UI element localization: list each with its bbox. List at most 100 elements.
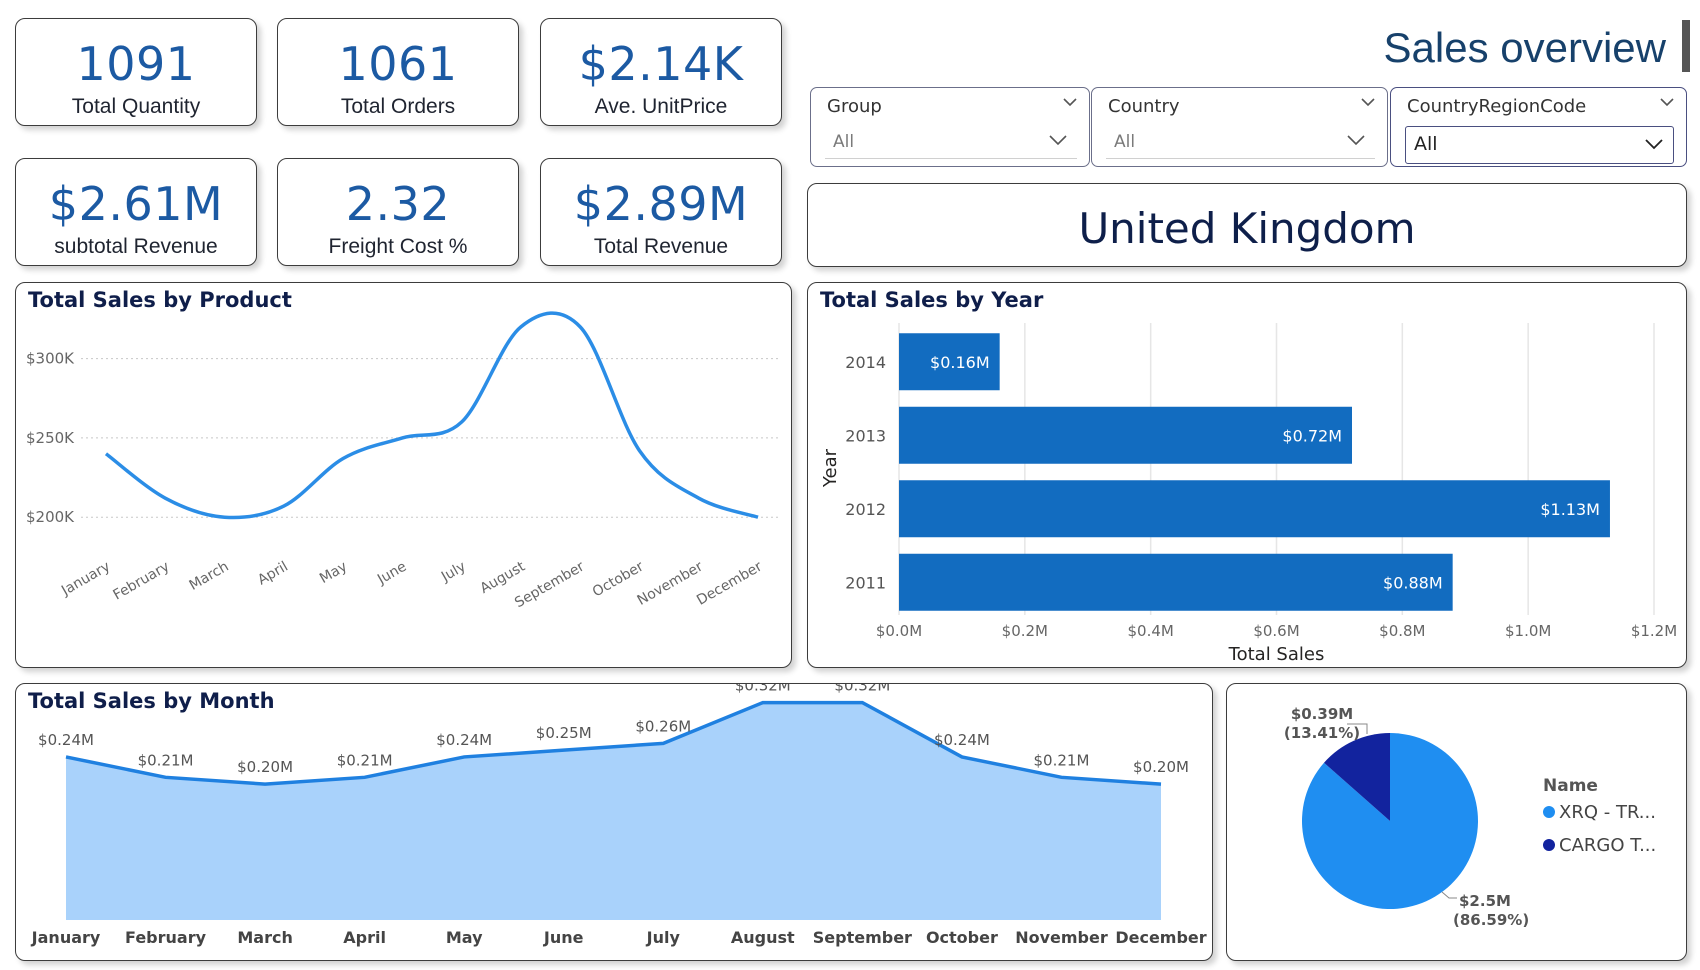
legend-item: XRQ - TR...	[1559, 802, 1656, 823]
countryregioncode-dropdown[interactable]: All	[1405, 126, 1674, 164]
x-tick-label: April	[255, 559, 291, 589]
slicer-title: Country	[1108, 96, 1180, 117]
x-tick-label: December	[1115, 928, 1206, 947]
pie-label-value: $0.39M	[1291, 705, 1353, 723]
x-tick-label: November	[635, 558, 706, 608]
kpi-label: Total Orders	[340, 95, 456, 118]
y-tick-label: $250K	[26, 429, 75, 447]
data-label: $0.21M	[138, 751, 194, 769]
x-tick-label: August	[731, 928, 795, 947]
x-tick-label: September	[813, 928, 912, 947]
x-tick-label: January	[58, 559, 113, 600]
kpi-value: 1091	[76, 37, 196, 91]
countryregioncode-slicer[interactable]: CountryRegionCode All	[1390, 87, 1687, 167]
y-axis-title: Year	[820, 448, 841, 488]
slicer-title: Group	[827, 96, 882, 117]
kpi-value: $2.14K	[578, 37, 744, 91]
group-slicer[interactable]: Group All	[810, 87, 1090, 167]
data-label: $0.16M	[930, 353, 990, 372]
x-tick-label: July	[438, 559, 469, 586]
kpi-card-freight-cost: 2.32 Freight Cost %	[277, 158, 519, 266]
kpi-label: Total Revenue	[593, 235, 729, 258]
bar	[899, 333, 1000, 391]
chevron-down-icon[interactable]	[1347, 132, 1365, 148]
x-tick-label: March	[187, 559, 232, 594]
leader-line	[1347, 723, 1368, 734]
dropdown-value: All	[1414, 133, 1438, 155]
kpi-card-subtotal-revenue: $2.61M subtotal Revenue	[15, 158, 257, 266]
legend-item: CARGO T...	[1559, 835, 1656, 856]
kpi-card-ave-unitprice: $2.14K Ave. UnitPrice	[540, 18, 782, 126]
dropdown-value: All	[1114, 132, 1136, 152]
chart-title: Total Sales by Month	[28, 689, 275, 713]
data-label: $0.21M	[337, 751, 393, 769]
sales-by-name-pie: $0.39M (13.41%) $2.5M (86.59%) Name XRQ - TR.…	[1226, 683, 1687, 961]
kpi-value: $2.61M	[48, 177, 224, 231]
kpi-label: Total Quantity	[71, 95, 201, 118]
kpi-card-total-revenue: $2.89M Total Revenue	[540, 158, 782, 266]
kpi-label: Freight Cost %	[328, 235, 468, 258]
x-tick-label: $1.0M	[1505, 622, 1551, 640]
leader-line	[1441, 891, 1457, 899]
pie-slice-cargo	[1324, 733, 1390, 821]
x-tick-label: $0.4M	[1127, 622, 1173, 640]
data-label: $0.24M	[436, 731, 492, 749]
x-tick-label: February	[125, 928, 207, 947]
group-dropdown[interactable]: All	[825, 126, 1077, 159]
x-tick-label: January	[31, 928, 101, 947]
x-tick-label: February	[111, 559, 173, 604]
y-tick-label: 2013	[845, 426, 886, 445]
bar	[899, 406, 1352, 464]
data-label: $0.32M	[834, 684, 890, 695]
data-label: $0.20M	[237, 758, 293, 776]
title-scroll-handle[interactable]	[1682, 20, 1690, 72]
data-label: $0.20M	[1133, 758, 1189, 776]
data-label: $0.21M	[1034, 751, 1090, 769]
y-tick-label: 2014	[845, 353, 886, 372]
page-title: Sales overview	[1383, 24, 1666, 71]
data-label: $0.24M	[38, 731, 94, 749]
selected-country-card: United Kingdom	[807, 183, 1687, 267]
pie-chart[interactable]: $0.39M(13.41%) $2.5M(86.59%) Name XRQ - TR.…	[1227, 684, 1685, 959]
x-tick-label: May	[446, 928, 483, 947]
area-chart[interactable]: $0.24M January $0.21M February $0.20M March $0…	[16, 684, 1211, 959]
chevron-down-icon[interactable]	[1660, 95, 1674, 109]
sales-by-month-chart: Total Sales by Month $0.24M January $0.21M…	[15, 683, 1213, 961]
data-label: $0.32M	[735, 684, 791, 695]
data-label: $1.13M	[1540, 500, 1600, 519]
data-label: $0.25M	[536, 724, 592, 742]
pie-label-value: $2.5M	[1459, 892, 1511, 910]
country-dropdown[interactable]: All	[1106, 126, 1375, 159]
data-label: $0.72M	[1282, 426, 1342, 445]
legend-marker	[1543, 839, 1555, 851]
chevron-down-icon[interactable]	[1361, 95, 1375, 109]
x-tick-label: July	[646, 928, 681, 947]
x-tick-label: August	[477, 558, 528, 597]
x-tick-label: April	[343, 928, 386, 947]
y-tick-label: $200K	[26, 508, 75, 526]
kpi-value: 2.32	[345, 177, 451, 231]
x-tick-label: October	[926, 928, 998, 947]
legend-title: Name	[1543, 776, 1598, 796]
bar-chart[interactable]: $0.0M $0.2M $0.4M $0.6M $0.8M $1.0M $1.2M $0.16…	[808, 283, 1685, 666]
chevron-down-icon[interactable]	[1049, 132, 1067, 148]
chevron-down-icon[interactable]	[1645, 136, 1663, 152]
y-tick-label: $300K	[26, 350, 75, 368]
kpi-label: subtotal Revenue	[54, 235, 218, 258]
pie-label-percent: (13.41%)	[1284, 724, 1360, 742]
chart-title: Total Sales by Year	[820, 288, 1044, 312]
bar	[899, 480, 1610, 538]
pie-label-percent: (86.59%)	[1453, 911, 1529, 929]
x-tick-label: $0.6M	[1253, 622, 1299, 640]
selected-country: United Kingdom	[1078, 204, 1416, 253]
kpi-card-total-quantity: 1091 Total Quantity	[15, 18, 257, 126]
kpi-value: $2.89M	[573, 177, 749, 231]
y-tick-label: 2011	[845, 573, 886, 592]
sales-line	[104, 311, 759, 520]
chevron-down-icon[interactable]	[1063, 95, 1077, 109]
x-tick-label: $0.8M	[1379, 622, 1425, 640]
country-slicer[interactable]: Country All	[1091, 87, 1388, 167]
data-label: $0.24M	[934, 731, 990, 749]
area-line	[65, 700, 1162, 786]
